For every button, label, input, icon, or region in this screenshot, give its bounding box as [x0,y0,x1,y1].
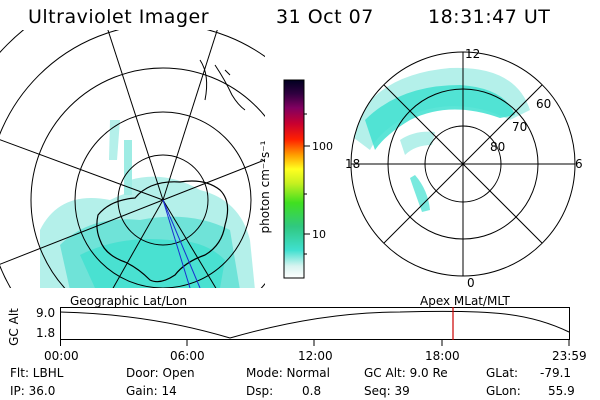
meridians-left [0,30,265,288]
info-mode: Mode: Normal [246,366,330,380]
geographic-map [0,30,265,288]
info-dsp-value: 0.8 [302,384,322,398]
lat-label-80: 80 [490,140,506,154]
geographic-label: Geographic Lat/Lon [70,294,188,308]
altitude-curve [60,310,570,339]
aurora-emission-left [40,120,255,288]
mlt-label-12: 12 [465,47,481,61]
timeline-ytick-1: 1.8 [36,326,56,340]
info-flt: Flt: LBHL [10,366,64,380]
colorbar-unit-label: photon cm⁻²s⁻¹ [258,140,272,234]
timeline-ytick-9: 9.0 [36,306,56,320]
mlt-label-18: 18 [345,157,361,171]
info-ip: IP: 36.0 [10,384,56,398]
antarctica-coastline [96,180,229,283]
xtick-0600: 06:00 [170,349,205,363]
info-door: Door: Open [126,366,195,380]
xtick-2359: 23:59 [552,349,587,363]
info-glat-value: -79.1 [540,366,572,380]
aurora-emission-right [351,67,530,212]
time-label: 18:31:47 UT [428,6,551,28]
info-seq: Seq: 39 [364,384,410,398]
xtick-0000: 00:00 [44,349,79,363]
mlt-label-0: 0 [467,276,475,290]
sun-direction-lines [162,199,201,288]
colorbar-tick-100: 100 [312,140,333,153]
mlt-label-6: 6 [575,157,583,171]
info-gcalt: GC Alt: 9.0 Re [364,366,448,380]
info-glon-value: 55.9 [548,384,575,398]
xtick-1800: 18:00 [425,349,460,363]
instrument-title: Ultraviolet Imager [28,6,210,28]
altitude-timeline [60,307,570,346]
info-gain: Gain: 14 [126,384,177,398]
xtick-1200: 12:00 [298,349,333,363]
colorbar [283,79,310,279]
lat-circles-left [0,30,265,288]
info-glon-label: GLon: [486,384,521,398]
info-dsp-label: Dsp: [246,384,274,398]
lat-label-70: 70 [512,120,528,134]
colorbar-tick-10: 10 [312,228,326,241]
timeline-axis-title: GC Alt [7,308,21,346]
lat-label-60: 60 [536,97,552,111]
magnetic-polar-plot [350,51,576,277]
south-america-coast [199,59,246,111]
info-glat-label: GLat: [486,366,519,380]
date-label: 31 Oct 07 [276,6,374,28]
apex-label: Apex MLat/MLT [420,294,510,308]
